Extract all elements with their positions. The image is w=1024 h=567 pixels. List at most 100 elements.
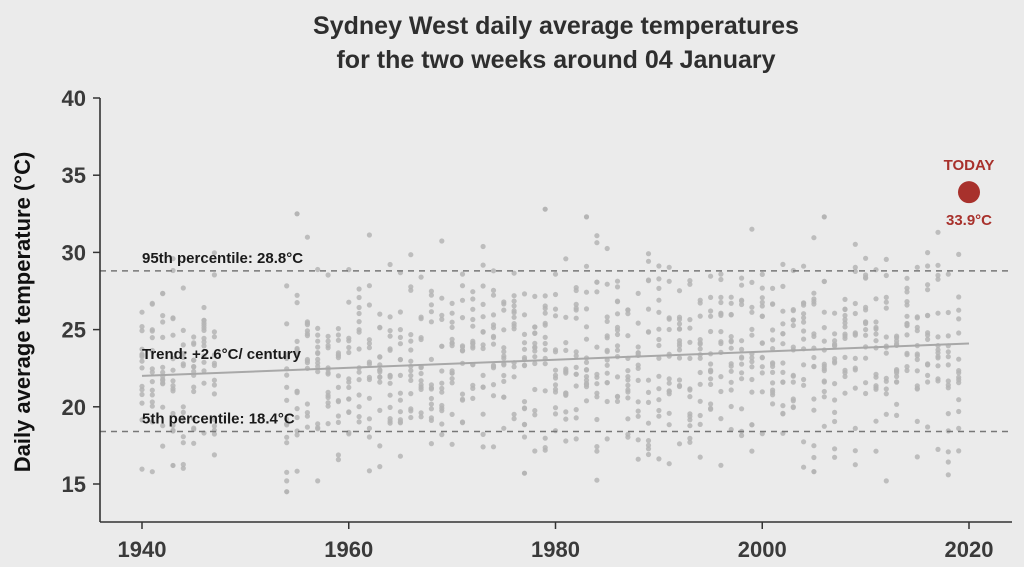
data-point bbox=[408, 358, 414, 364]
data-point bbox=[397, 372, 403, 378]
data-point bbox=[676, 382, 683, 389]
data-point bbox=[749, 355, 755, 361]
data-point bbox=[191, 340, 197, 346]
data-point bbox=[935, 276, 941, 282]
data-point bbox=[656, 297, 662, 303]
data-point bbox=[356, 377, 362, 383]
data-point bbox=[925, 336, 931, 342]
data-point bbox=[542, 310, 548, 316]
data-point bbox=[594, 381, 600, 387]
data-point bbox=[687, 417, 693, 423]
data-point bbox=[335, 373, 341, 379]
data-point bbox=[635, 320, 641, 326]
data-point bbox=[956, 316, 962, 322]
data-point bbox=[366, 434, 372, 440]
data-point bbox=[149, 300, 155, 306]
data-point bbox=[573, 301, 579, 307]
data-point bbox=[191, 334, 197, 340]
data-point bbox=[542, 340, 548, 347]
data-point bbox=[366, 468, 372, 474]
percentile-5-label: 5th percentile: 18.4°C bbox=[142, 411, 295, 428]
data-point bbox=[945, 378, 951, 384]
data-point bbox=[418, 414, 424, 420]
data-point bbox=[697, 398, 703, 404]
data-point bbox=[708, 405, 714, 411]
data-point bbox=[780, 261, 786, 267]
data-point bbox=[397, 409, 403, 415]
data-point bbox=[645, 420, 652, 426]
data-point bbox=[356, 369, 362, 375]
data-point bbox=[728, 339, 734, 345]
data-point bbox=[573, 315, 579, 321]
data-point bbox=[377, 374, 383, 380]
today-value-label: 33.9°C bbox=[946, 212, 992, 229]
data-point bbox=[811, 469, 817, 475]
data-point bbox=[139, 466, 145, 472]
data-point bbox=[511, 308, 517, 314]
data-point bbox=[790, 307, 796, 313]
data-point bbox=[180, 361, 186, 367]
data-point bbox=[449, 336, 455, 342]
data-point bbox=[408, 368, 414, 374]
data-point bbox=[139, 352, 145, 358]
data-point bbox=[294, 292, 300, 298]
data-point bbox=[594, 344, 600, 350]
data-point bbox=[676, 355, 683, 361]
data-point bbox=[656, 263, 662, 269]
data-point bbox=[697, 346, 703, 352]
data-point bbox=[170, 256, 176, 262]
data-point bbox=[687, 423, 693, 429]
data-point bbox=[645, 399, 652, 405]
data-point bbox=[356, 392, 362, 398]
data-point bbox=[925, 312, 931, 318]
data-point bbox=[532, 412, 538, 418]
data-point bbox=[894, 338, 900, 344]
data-point bbox=[914, 368, 920, 374]
data-point bbox=[945, 411, 951, 417]
data-point bbox=[770, 301, 776, 307]
data-point bbox=[552, 313, 559, 319]
data-point bbox=[832, 310, 838, 316]
data-point bbox=[346, 349, 352, 356]
y-tick-label: 35 bbox=[62, 163, 86, 188]
data-point bbox=[397, 341, 403, 347]
data-point bbox=[356, 404, 362, 410]
data-point bbox=[594, 240, 600, 246]
data-point bbox=[573, 349, 579, 355]
data-point bbox=[356, 304, 362, 311]
data-point bbox=[501, 327, 507, 333]
data-point bbox=[428, 356, 434, 362]
y-tick-label: 20 bbox=[62, 395, 86, 420]
data-point bbox=[335, 452, 341, 458]
data-point bbox=[863, 319, 869, 325]
data-point bbox=[821, 423, 827, 429]
data-point bbox=[490, 362, 497, 368]
data-point bbox=[459, 343, 466, 349]
data-point bbox=[759, 303, 765, 309]
data-point bbox=[356, 419, 362, 425]
data-point bbox=[542, 206, 548, 212]
data-point bbox=[811, 407, 817, 413]
data-point bbox=[294, 352, 300, 358]
data-point bbox=[635, 350, 641, 356]
data-point bbox=[594, 289, 600, 295]
data-point bbox=[770, 380, 776, 386]
data-point bbox=[708, 313, 714, 319]
y-axis-title: Daily average temperature (°C) bbox=[10, 152, 35, 473]
data-point bbox=[770, 327, 776, 333]
data-point bbox=[759, 364, 765, 370]
data-point bbox=[366, 337, 372, 343]
data-point bbox=[356, 286, 362, 292]
data-point bbox=[284, 372, 290, 378]
data-point bbox=[904, 275, 910, 281]
data-point bbox=[170, 422, 176, 428]
data-point bbox=[211, 423, 217, 429]
trend-line bbox=[141, 342, 970, 377]
data-point bbox=[294, 414, 300, 421]
data-point bbox=[480, 431, 486, 437]
data-point bbox=[387, 420, 393, 426]
data-point bbox=[645, 277, 652, 283]
data-point bbox=[149, 419, 155, 425]
x-tick-label: 2000 bbox=[738, 537, 787, 562]
